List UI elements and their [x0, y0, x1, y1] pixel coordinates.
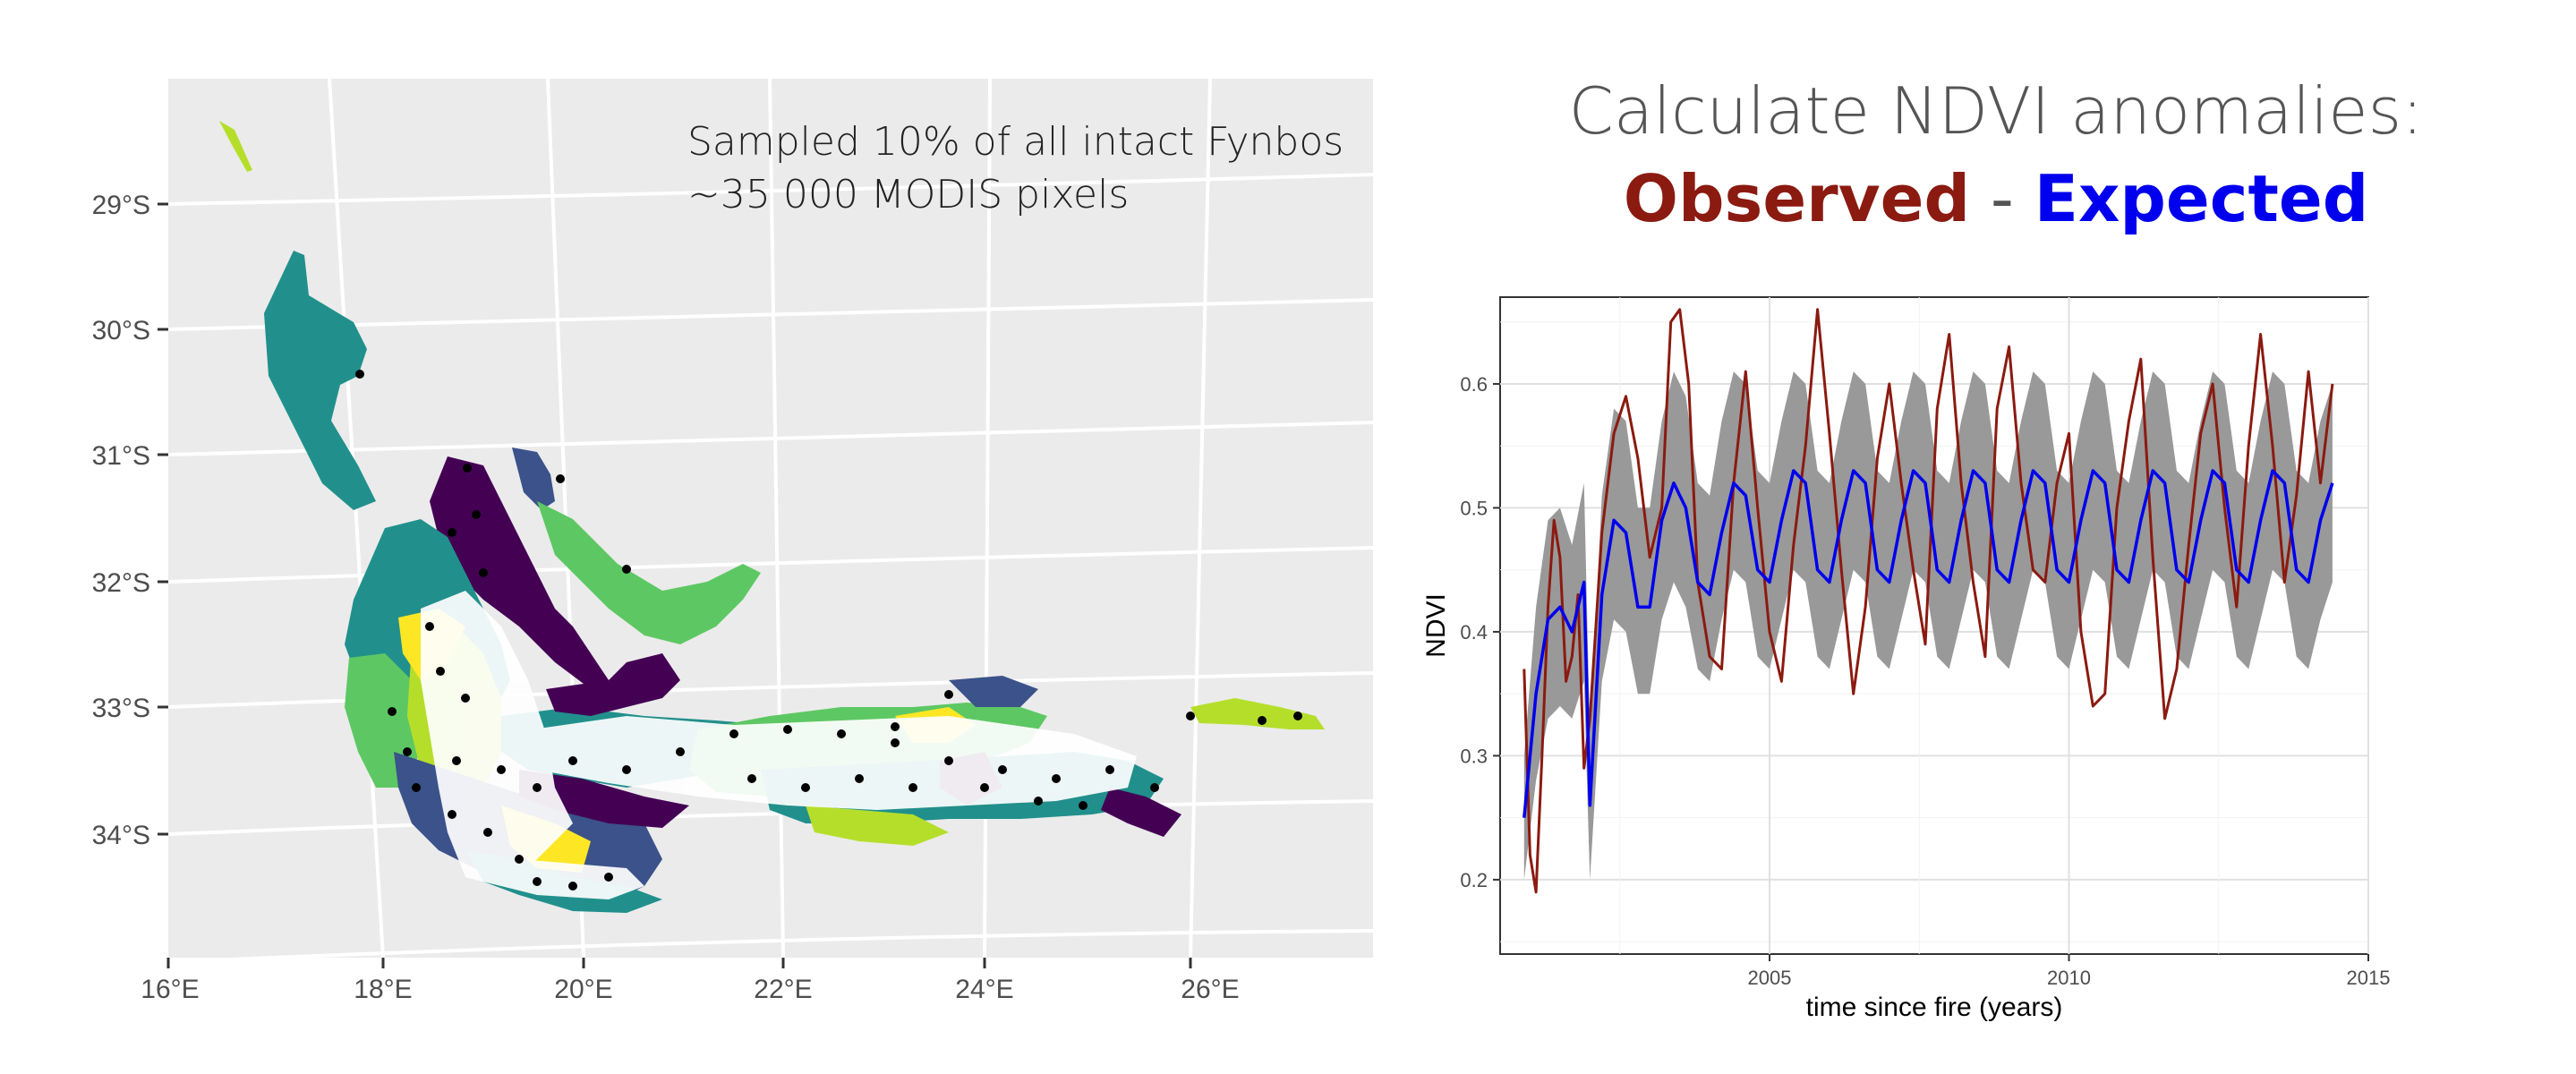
slide-title: Calculate NDVI anomalies: — [1568, 73, 2424, 149]
expected-range-area — [1523, 371, 2333, 880]
map-annotation-line1: Sampled 10% of all intact Fynbos — [687, 119, 1344, 165]
y-tick-label: 0.4 — [1460, 621, 1488, 644]
map-lon-labels: 16°E 18°E 20°E 22°E 24°E 26°E — [141, 975, 1239, 1004]
y-tick-label: 0.5 — [1460, 497, 1488, 519]
lat-label: 29°S — [92, 191, 150, 220]
region-west-coast — [264, 251, 376, 510]
region-northwest-strip — [219, 121, 252, 172]
region-karoo-blue — [546, 680, 627, 716]
lon-label: 16°E — [141, 975, 199, 1004]
lon-label: 22°E — [754, 975, 812, 1004]
y-tick-label: 0.6 — [1460, 373, 1488, 396]
map-lat-labels: 29°S 30°S 31°S 32°S 33°S 34°S — [92, 191, 150, 850]
lon-label: 18°E — [354, 975, 412, 1004]
region-langeberg-purple — [519, 770, 689, 828]
x-tick-label: 2005 — [1748, 967, 1792, 989]
lat-label: 33°S — [92, 694, 150, 723]
expected-ndvi-line — [1523, 469, 2334, 818]
lon-label: 20°E — [554, 975, 612, 1004]
expected-range-band — [1523, 371, 2333, 880]
region-far-east — [1101, 788, 1181, 837]
chart-x-axis-label: time since fire (years) — [1806, 993, 2063, 1022]
lat-label: 32°S — [92, 568, 150, 598]
observed-label: Observed — [1623, 161, 1970, 236]
x-tick-label: 2015 — [2347, 967, 2391, 989]
slide-subtitle: Observed - Expected — [1396, 161, 2576, 236]
region-eastern-cape-blue — [949, 676, 1038, 707]
y-tick-label: 0.3 — [1460, 745, 1488, 767]
subtitle-separator: - — [1970, 161, 2034, 236]
region-north-strip — [512, 448, 555, 510]
sample-pixel-cluster — [421, 591, 1137, 899]
region-northeast-arm — [537, 501, 761, 644]
lat-label: 30°S — [92, 316, 150, 345]
sample-point-dots — [355, 370, 1302, 891]
fynbos-map: 29°S 30°S 31°S 32°S 33°S 34°S 16°E 18°E … — [92, 78, 1374, 1004]
expected-label: Expected — [2034, 161, 2369, 236]
y-tick-label: 0.2 — [1460, 869, 1488, 891]
lon-label: 26°E — [1181, 975, 1239, 1004]
chart-y-axis-label: NDVI — [1421, 593, 1451, 658]
lat-label: 34°S — [92, 821, 150, 850]
map-annotation-line2: ~35 000 MODIS pixels — [687, 172, 1130, 217]
chart-tick-labels: 0.2 0.3 0.4 0.5 0.6 2005 2010 2015 — [1460, 373, 2390, 989]
x-tick-label: 2010 — [2047, 967, 2091, 989]
map-axis-ticks — [158, 202, 1192, 968]
observed-ndvi-line — [1523, 308, 2334, 894]
region-east-yellow — [806, 806, 949, 846]
region-cederberg — [430, 456, 680, 707]
lat-label: 31°S — [92, 441, 150, 471]
region-far-east-strip — [1190, 698, 1325, 729]
chart-series-lines — [1523, 308, 2334, 894]
lon-label: 24°E — [955, 975, 1013, 1004]
